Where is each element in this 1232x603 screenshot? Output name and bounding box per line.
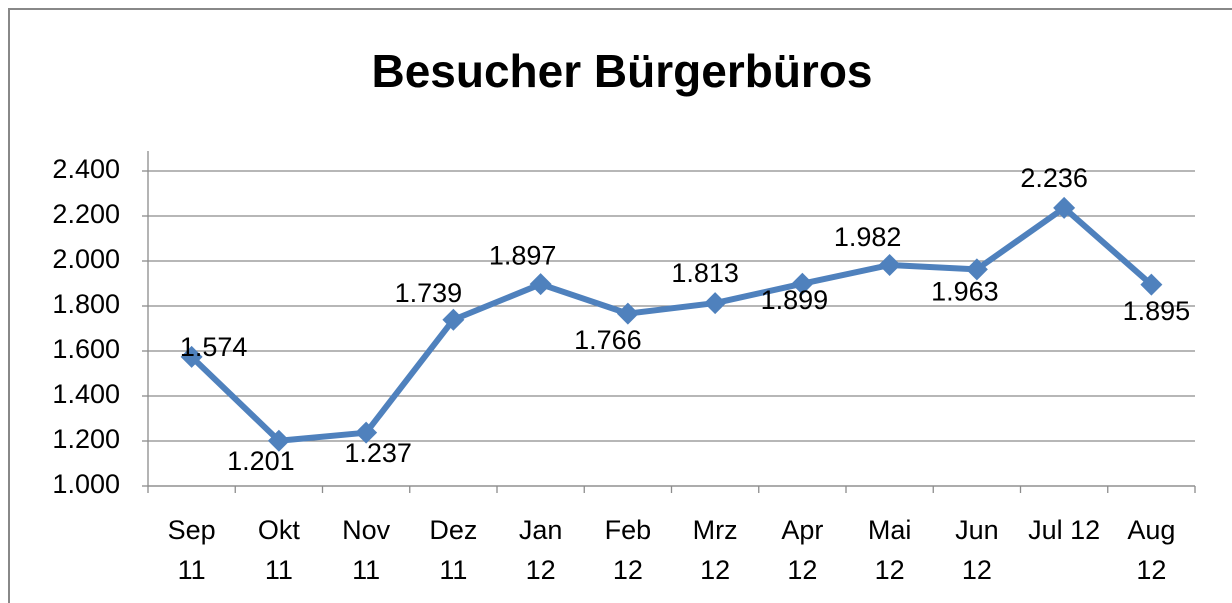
y-tick-label: 1.200 [52,424,120,454]
x-tick-label: Mrz 12 [692,515,738,585]
y-tick-label: 1.600 [52,334,120,364]
y-tick-label: 2.000 [52,244,120,274]
data-label: 1.201 [227,446,295,476]
y-tick-label: 2.200 [52,199,120,229]
x-tick-label: Feb 12 [604,515,652,585]
y-tick-label: 2.400 [52,154,120,184]
y-tick-label: 1.400 [52,379,120,409]
chart-title: Besucher Bürgerbüros [371,45,872,97]
data-label: 1.982 [834,222,902,252]
data-label: 1.813 [671,258,739,288]
marker [1053,196,1076,219]
x-tick-label: Sep 11 [167,515,216,585]
x-tick-label: Dez 11 [429,515,478,585]
x-tick-label: Nov 11 [342,515,391,585]
chart-border [8,8,1232,603]
marker [878,254,901,277]
marker [529,273,552,296]
data-label: 1.574 [180,332,248,362]
marker [355,421,378,444]
data-label: 1.899 [761,285,829,315]
data-label: 2.236 [1020,163,1088,193]
data-label: 1.766 [574,325,642,355]
marker [180,345,203,368]
data-label: 1.237 [344,438,412,468]
x-tick-label: Jul 12 [1028,515,1101,545]
marker [267,429,290,452]
marker [791,272,814,295]
line [189,204,1154,444]
marker [442,308,465,331]
data-label: 1.739 [395,278,463,308]
marker [616,302,639,325]
x-tick-label: Apr 12 [781,515,824,585]
y-tick-label: 1.000 [52,469,120,499]
marker [965,258,988,281]
x-tick-label: Aug 12 [1127,515,1176,585]
data-label: 1.897 [489,240,557,270]
marker [704,292,727,315]
x-tick-label: Jun 12 [955,515,999,585]
x-tick-label: Okt 11 [257,515,300,585]
x-tick-label: Mai 12 [867,515,912,585]
y-tick-label: 1.800 [52,289,120,319]
marker [1140,273,1163,296]
data-label: 1.963 [931,276,999,306]
x-tick-label: Jan 12 [518,515,563,585]
data-label: 1.895 [1123,296,1191,326]
